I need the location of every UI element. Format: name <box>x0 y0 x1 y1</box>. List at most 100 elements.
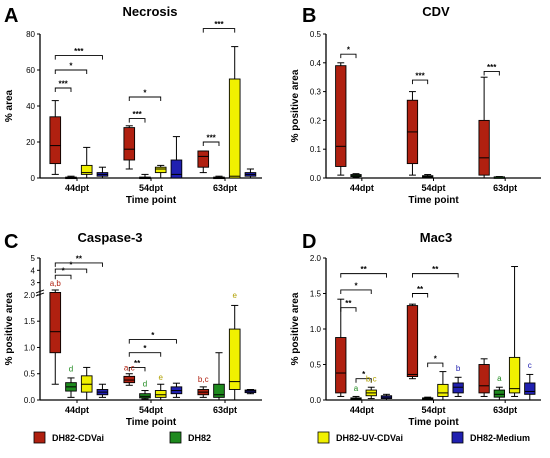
x-tick-label: 63dpt <box>213 405 237 415</box>
box-body <box>49 292 62 354</box>
box-body <box>170 159 183 179</box>
bracket-line <box>128 118 146 123</box>
y-tick-label: 0.4 <box>310 59 322 68</box>
box-dh82 <box>213 175 225 180</box>
bracket-line <box>128 366 146 372</box>
significance-bracket: * <box>128 89 162 101</box>
significance-label: *** <box>132 110 142 119</box>
group-letter: e <box>232 291 237 300</box>
significance-bracket: * <box>128 344 162 357</box>
y-tick-label: 0.0 <box>310 174 322 183</box>
box-dh82 <box>350 173 362 178</box>
bracket-line <box>340 273 387 278</box>
box-body <box>197 150 210 168</box>
box-body <box>524 382 536 395</box>
box-dh82 <box>139 390 151 400</box>
legend-item: DH82-CDVai <box>33 431 104 444</box>
significance-label: *** <box>206 134 216 143</box>
y-axis-title: % positive area <box>4 292 15 365</box>
y-tick-label: 0.3 <box>310 88 322 97</box>
x-axis-title: Time point <box>126 195 177 206</box>
panel-letter: C <box>4 231 18 253</box>
group-letter: e <box>158 373 163 382</box>
x-tick-label: 44dpt <box>65 405 89 415</box>
significance-label: *** <box>487 63 497 72</box>
panel-title: Necrosis <box>123 4 178 19</box>
legend-label: DH82-UV-CDVai <box>336 433 403 443</box>
significance-bracket: * <box>427 355 444 368</box>
significance-label: ** <box>134 359 141 368</box>
panel-b: B CDV 0.0 0.1 0.2 0.3 0.4 0.5 % positive area 44d… <box>290 4 541 206</box>
bracket-line <box>340 307 357 312</box>
box-dh82-uv-cdvai <box>154 164 167 179</box>
box-dh82-uv-cdvai <box>508 266 521 397</box>
box-dh82-medium <box>244 388 257 395</box>
box-dh82-medium <box>96 166 109 179</box>
significance-bracket: ** <box>411 265 459 278</box>
group-letter: d <box>69 365 73 374</box>
significance-label: *** <box>415 72 425 81</box>
box-dh82 <box>65 377 77 398</box>
y-tick-label: 1.5 <box>310 290 322 299</box>
box-dh82-uv-cdvai <box>228 304 241 401</box>
legend-swatch <box>317 431 330 444</box>
box-body <box>478 119 490 176</box>
box-body <box>213 383 225 398</box>
group-letter: c <box>528 361 532 370</box>
significance-bracket: * <box>54 267 72 280</box>
x-tick-label: 54dpt <box>139 405 163 415</box>
x-tick-label: 54dpt <box>421 405 445 415</box>
y-tick-label: 5 <box>31 254 36 263</box>
legend-label: DH82-CDVai <box>52 433 104 443</box>
y-tick-label: 0.1 <box>310 145 322 154</box>
significance-label: *** <box>58 80 68 89</box>
significance-label: * <box>354 281 358 290</box>
bracket-line <box>202 28 236 33</box>
bracket-line <box>54 268 88 274</box>
box-dh82 <box>493 176 505 179</box>
panel-letter: A <box>4 5 18 27</box>
box-dh82-medium <box>524 373 536 401</box>
significance-label: * <box>69 62 73 71</box>
group-letter: a,b <box>50 279 62 288</box>
bracket-line <box>128 352 162 357</box>
x-axis-title: Time point <box>408 195 459 206</box>
group-letter: b <box>456 364 461 373</box>
legend-label: DH82-Medium <box>470 433 530 443</box>
bracket-line <box>128 339 177 344</box>
box-dh82-cdvai <box>49 289 62 385</box>
box-dh82-cdvai <box>335 62 347 176</box>
panel-a: A Necrosis 0 20 40 60 80 % area 44dpt 54dpt 63dpt T… <box>4 4 262 206</box>
x-tick-label: 44dpt <box>65 183 89 193</box>
box-body <box>335 65 347 167</box>
legend-item: DH82-Medium <box>451 431 530 444</box>
box-dh82-uv-cdvai <box>228 46 241 179</box>
significance-bracket: * <box>54 261 88 274</box>
box-dh82-medium <box>170 136 183 179</box>
significance-bracket: ** <box>340 299 357 312</box>
group-letter: d <box>143 379 147 388</box>
box-dh82 <box>65 175 77 180</box>
significance-label: *** <box>74 47 84 56</box>
y-tick-label: 0 <box>31 174 36 183</box>
significance-label: * <box>143 89 147 98</box>
box-dh82-uv-cdvai <box>80 366 93 401</box>
x-tick-label: 54dpt <box>421 183 445 193</box>
significance-label: * <box>347 46 351 55</box>
x-tick-label: 44dpt <box>350 183 374 193</box>
bracket-line <box>202 141 220 146</box>
box-body <box>49 116 62 165</box>
significance-bracket: *** <box>128 110 146 123</box>
significance-label: *** <box>214 20 224 29</box>
panel-c: C Caspase-3 0.0 0.5 1.0 1.5 2.0 3 4 5 % positive a… <box>4 230 262 428</box>
bracket-line <box>54 69 88 74</box>
y-tick-label: 1.0 <box>310 325 322 334</box>
legend-swatch <box>451 431 464 444</box>
box-body <box>80 164 93 175</box>
significance-bracket: ** <box>54 254 103 267</box>
legend-swatch <box>169 431 182 444</box>
box-dh82-cdvai <box>197 386 210 398</box>
y-tick-label: 20 <box>26 138 35 147</box>
y-tick-label: 0.0 <box>310 396 322 405</box>
significance-label: ** <box>432 265 439 274</box>
